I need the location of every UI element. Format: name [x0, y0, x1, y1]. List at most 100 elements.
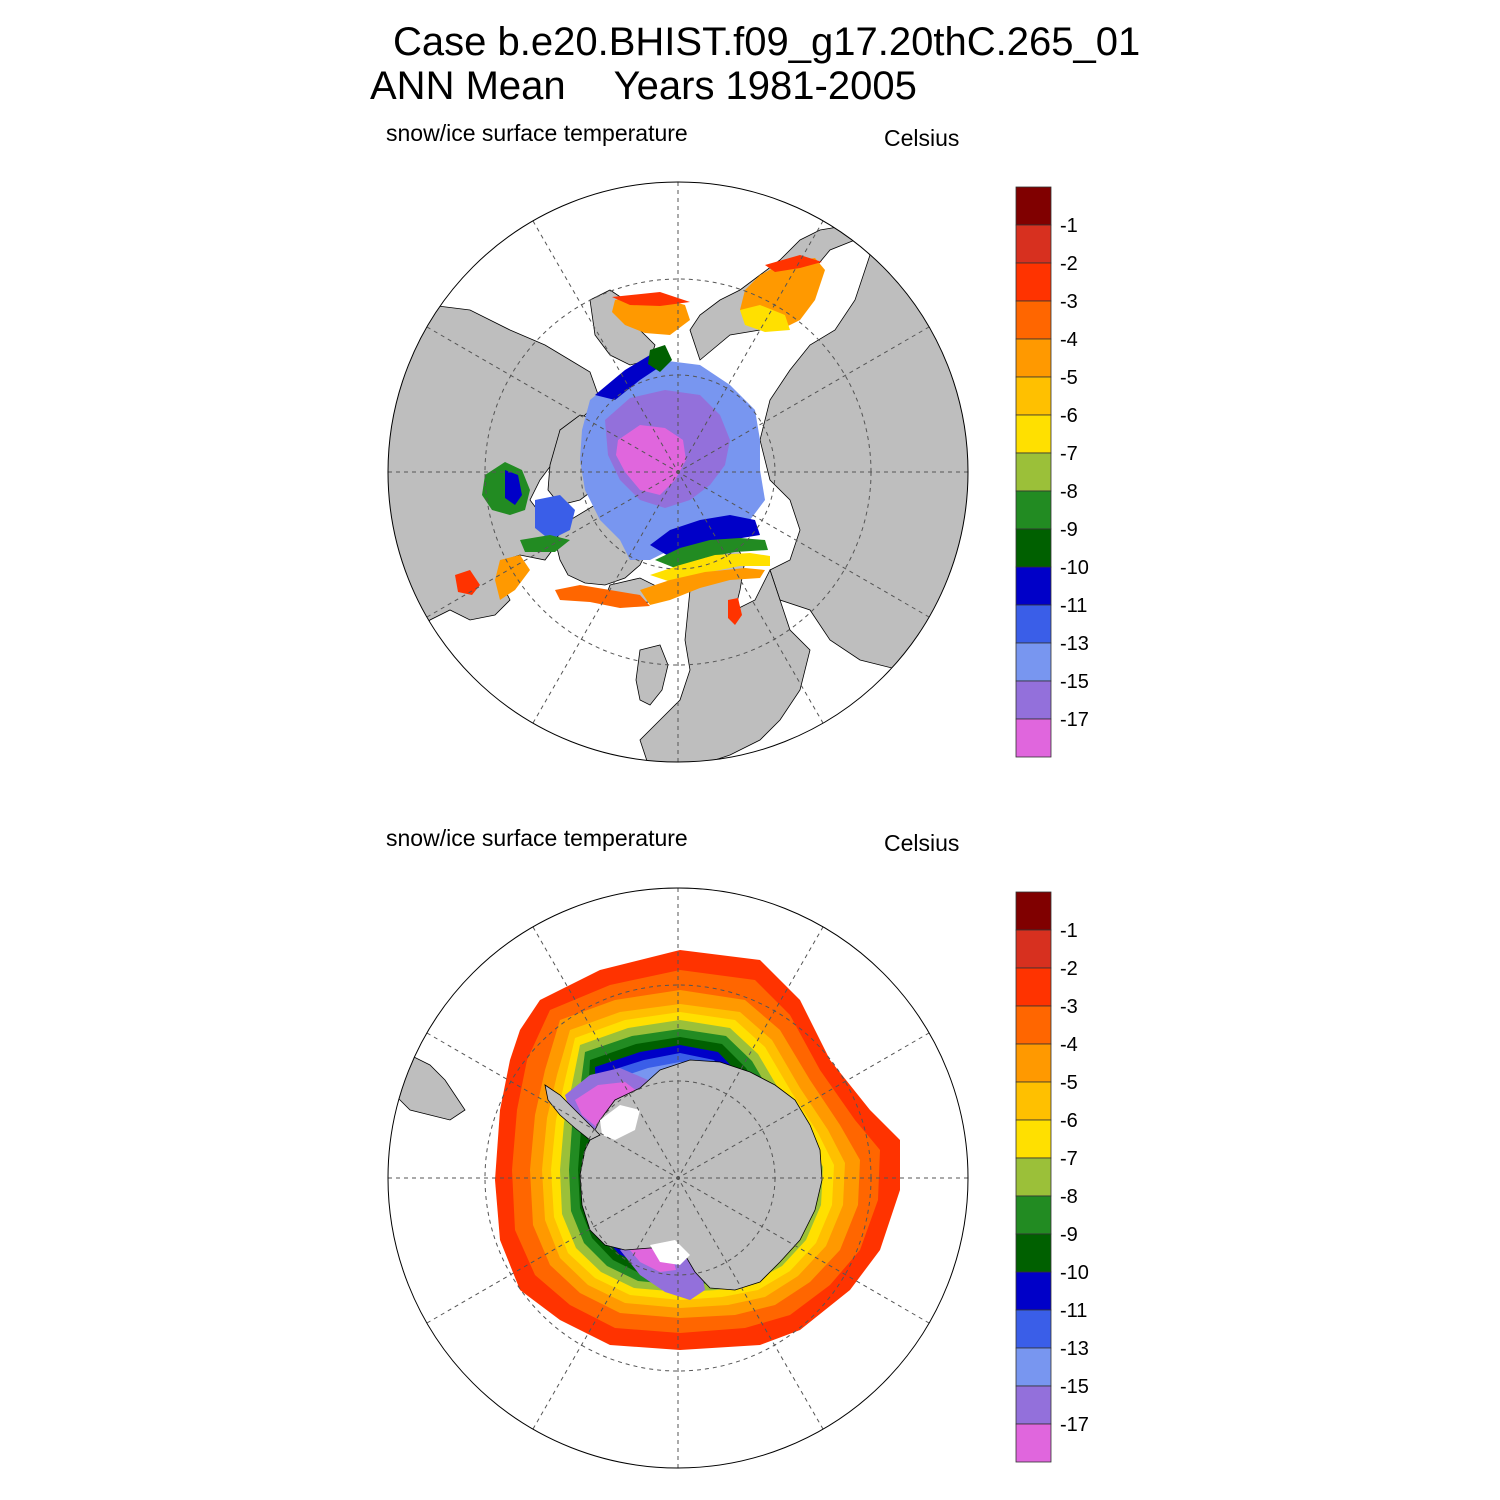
sh-land-antarctica [579, 1059, 823, 1291]
sh-colorbar-label: -15 [1060, 1376, 1089, 1398]
sh-land-south-america [394, 1054, 466, 1121]
sh-colorbar-label: -13 [1060, 1338, 1089, 1360]
sh-colorbar-label: -2 [1060, 958, 1078, 980]
nh-colorbar-box [1015, 490, 1052, 530]
nh-ice-labrador-warm [495, 555, 530, 600]
sh-colorbar-box [1015, 1005, 1052, 1045]
sh-colorbar-label: -11 [1060, 1300, 1087, 1322]
nh-ice-bering-edge [612, 292, 690, 306]
sh-colorbar-box [1015, 1233, 1052, 1273]
sh-colorbar-label: -5 [1060, 1072, 1078, 1094]
nh-graticule [388, 182, 968, 762]
nh-colorbar-label: -17 [1060, 709, 1089, 731]
nh-colorbar-label: -1 [1060, 215, 1078, 237]
nh-colorbar-box [1015, 224, 1052, 264]
nh-colorbar-label: -5 [1060, 367, 1078, 389]
sh-colorbar-box [1015, 1347, 1052, 1387]
nh-colorbar-box [1015, 414, 1052, 454]
nh-ice-st-lawrence [455, 570, 480, 595]
sh-colorbar-label: -9 [1060, 1224, 1078, 1246]
sh-units-label: Celsius [884, 830, 960, 856]
sh-colorbar-label: -7 [1060, 1148, 1078, 1170]
sh-polar-map [387, 887, 969, 1469]
subtitle: ANN Mean Years 1981-2005 [370, 64, 917, 109]
nh-ice-okhotsk-edge [765, 255, 822, 272]
nh-ice-baffin [535, 495, 575, 540]
nh-colorbar-label: -6 [1060, 405, 1078, 427]
nh-colorbar-box [1015, 604, 1052, 644]
nh-ice-east-greenland-yellow [650, 553, 770, 585]
nh-polar-map [387, 181, 969, 763]
nh-colorbar-label: -3 [1060, 291, 1078, 313]
sh-map-border [387, 887, 969, 1469]
nh-variable-label: snow/ice surface temperature [386, 120, 688, 146]
season-label: ANN Mean [370, 64, 566, 108]
nh-land-uk [635, 644, 669, 706]
nh-colorbar-label: -11 [1060, 595, 1087, 617]
nh-ice-okhotsk-yellow [740, 305, 790, 332]
nh-ice-baltic [728, 598, 742, 625]
nh-ice-pink [616, 425, 686, 495]
nh-ice-greenland-south-edge [555, 585, 650, 608]
nh-sea-ice-field [455, 255, 825, 625]
sh-colorbar-box [1015, 1309, 1052, 1349]
nh-map-border [387, 181, 969, 763]
sh-colorbar-box [1015, 967, 1052, 1007]
sh-colorbar-box [1015, 1043, 1052, 1083]
sh-colorbar-box [1015, 929, 1052, 969]
nh-ice-labrador-green [520, 535, 570, 552]
nh-colorbar-label: -4 [1060, 329, 1078, 351]
nh-colorbar-box [1015, 338, 1052, 378]
nh-colorbar-box [1015, 376, 1052, 416]
nh-ice-dark-blue-ring [595, 355, 670, 400]
sh-colorbar-box [1015, 1271, 1052, 1311]
nh-colorbar-box [1015, 566, 1052, 606]
nh-colorbar-box [1015, 680, 1052, 720]
nh-colorbar-box [1015, 452, 1052, 492]
sh-sea-ice-field [394, 950, 900, 1350]
nh-colorbar-label: -10 [1060, 557, 1089, 579]
nh-ice-east-greenland-green [655, 538, 768, 570]
sh-colorbar-box [1015, 891, 1052, 931]
sh-colorbar-label: -1 [1060, 920, 1078, 942]
sh-colorbar-label: -8 [1060, 1186, 1078, 1208]
nh-colorbar-box [1015, 718, 1052, 758]
sh-colorbar-box [1015, 1385, 1052, 1425]
sh-variable-label: snow/ice surface temperature [386, 825, 688, 851]
nh-colorbar-label: -8 [1060, 481, 1078, 503]
sh-colorbar-box [1015, 1423, 1052, 1463]
sh-colorbar-label: -10 [1060, 1262, 1089, 1284]
sh-colorbar-label: -6 [1060, 1110, 1078, 1132]
sh-colorbar-label: -3 [1060, 996, 1078, 1018]
nh-colorbar-box [1015, 642, 1052, 682]
nh-colorbar-label: -13 [1060, 633, 1089, 655]
nh-ice-east-greenland-orange [640, 568, 765, 605]
nh-ice-hudson-core [505, 470, 522, 505]
years-label: Years 1981-2005 [613, 64, 917, 108]
nh-colorbar-box [1015, 300, 1052, 340]
nh-colorbar-box [1015, 186, 1052, 226]
sh-colorbar-label: -4 [1060, 1034, 1078, 1056]
sh-colorbar-box [1015, 1195, 1052, 1235]
nh-colorbar: -1 -2 -3 -4 -5 -6 -7 -8 -9 -10 -11 -13 -15 -17 [1015, 186, 1089, 758]
nh-colorbar-label: -9 [1060, 519, 1078, 541]
sh-colorbar: -1 -2 -3 -4 -5 -6 -7 -8 -9 -10 -11 -13 -15 -17 [1015, 891, 1089, 1463]
sh-colorbar-box [1015, 1157, 1052, 1197]
nh-ice-east-greenland-blue [650, 515, 760, 560]
sh-ice-shelf-ross [650, 1240, 690, 1265]
sh-colorbar-box [1015, 1081, 1052, 1121]
sh-ice-shelf-ronne [600, 1105, 640, 1140]
sh-colorbar-label: -17 [1060, 1414, 1089, 1436]
nh-colorbar-box [1015, 528, 1052, 568]
sh-graticule [388, 888, 968, 1468]
main-title: Case b.e20.BHIST.f09_g17.20thC.265_01 [393, 20, 1141, 64]
nh-colorbar-label: -2 [1060, 253, 1078, 275]
nh-colorbar-label: -7 [1060, 443, 1078, 465]
sh-land-antarctic-peninsula [544, 1084, 601, 1141]
nh-ice-green-bering [648, 345, 672, 372]
nh-units-label: Celsius [884, 125, 960, 151]
nh-colorbar-box [1015, 262, 1052, 302]
sh-colorbar-box [1015, 1119, 1052, 1159]
nh-colorbar-label: -15 [1060, 671, 1089, 693]
